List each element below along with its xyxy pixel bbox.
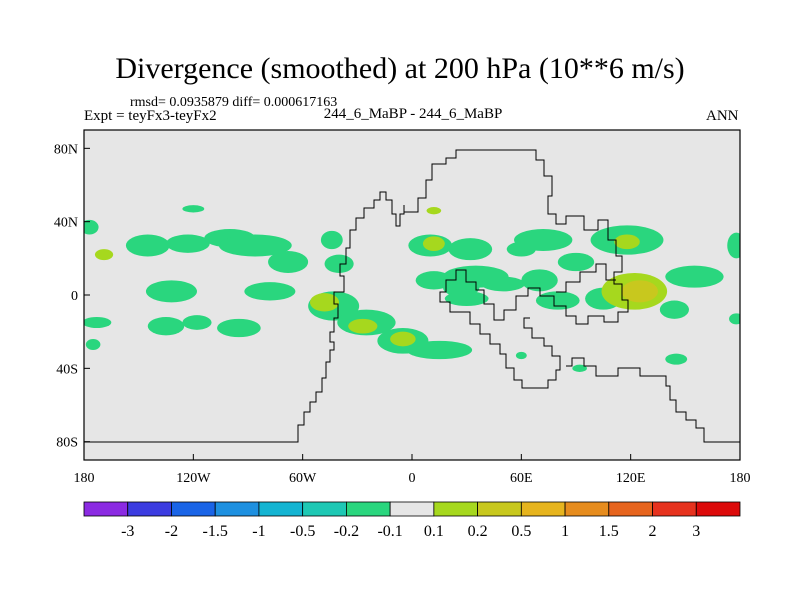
x-tick-label: 180: [74, 471, 95, 486]
colorbar-label: 2: [649, 523, 657, 540]
divergence-region: [218, 234, 292, 257]
divergence-region: [665, 265, 724, 288]
divergence-region: [557, 252, 595, 272]
continent-outline-antarctica: [566, 357, 740, 443]
colorbar-swatch: [389, 501, 435, 517]
divergence-region: [147, 317, 185, 336]
case-label: 244_6_MaBP - 244_6_MaBP: [323, 106, 503, 122]
colorbar-swatch: [345, 501, 391, 517]
divergence-region: [572, 364, 587, 373]
divergence-region: [514, 229, 573, 251]
x-tick-label: 180: [730, 471, 751, 486]
y-tick-label: 0: [71, 289, 78, 304]
divergence-region: [320, 230, 343, 250]
chart-title: Divergence (smoothed) at 200 hPa (10**6 …: [115, 52, 685, 85]
divergence-region: [448, 238, 493, 261]
x-tick-label: 120E: [616, 471, 646, 486]
divergence-region: [182, 315, 212, 330]
divergence-region: [406, 340, 473, 360]
colorbar-label: -1: [252, 523, 265, 540]
divergence-region: [521, 269, 558, 292]
divergence-region: [84, 219, 99, 235]
divergence-region: [481, 276, 525, 292]
colorbar-label: -0.1: [377, 523, 402, 540]
divergence-region: [665, 353, 688, 365]
colorbar-label: 1.5: [599, 523, 619, 540]
divergence-region: [444, 291, 489, 306]
divergence-region: [390, 331, 416, 347]
divergence-region: [422, 236, 445, 252]
experiment-label: Expt = teyFx3-teyFx2: [84, 108, 217, 124]
divergence-region: [348, 318, 378, 334]
divergence-region: [727, 232, 740, 259]
divergence-region: [166, 234, 210, 253]
colorbar-label: 1: [561, 523, 569, 540]
divergence-region: [535, 291, 580, 310]
colorbar-swatch: [127, 501, 172, 517]
continent-outline-eurasia-africa: [404, 149, 629, 389]
y-tick-label: 40N: [54, 216, 78, 231]
divergence-region: [85, 339, 101, 350]
divergence-region: [621, 280, 658, 303]
continent-outline-americas: [84, 191, 405, 443]
colorbar-label: -0.2: [334, 523, 359, 540]
divergence-region: [515, 351, 527, 360]
colorbar-swatch: [520, 501, 566, 517]
colorbar-swatch: [608, 501, 653, 517]
stats-label: rmsd= 0.0935879 diff= 0.000617163: [130, 95, 338, 110]
divergence-region: [84, 317, 112, 328]
season-label: ANN: [706, 108, 739, 124]
colorbar-label: -1.5: [203, 523, 228, 540]
y-tick-label: 40S: [56, 362, 78, 377]
divergence-region: [415, 271, 453, 290]
colorbar-label: -3: [121, 523, 134, 540]
colorbar-swatch: [83, 501, 129, 517]
y-tick-label: 80N: [54, 142, 78, 157]
divergence-region: [426, 207, 442, 215]
colorbar-swatch: [258, 501, 304, 517]
divergence-region: [614, 234, 640, 250]
colorbar-label: 3: [692, 523, 700, 540]
divergence-region: [182, 205, 205, 213]
colorbar-swatch: [302, 501, 347, 517]
divergence-region: [94, 249, 114, 261]
divergence-region: [309, 293, 340, 312]
divergence-region: [244, 282, 296, 301]
colorbar-swatch: [564, 501, 610, 517]
colorbar-swatch: [477, 501, 522, 517]
divergence-region: [125, 234, 170, 257]
divergence-region: [217, 318, 261, 338]
divergence-region: [145, 280, 197, 303]
y-tick-label: 80S: [56, 436, 78, 451]
divergence-region: [659, 300, 689, 319]
colorbar-swatch: [433, 501, 479, 517]
x-tick-label: 60E: [510, 471, 533, 486]
divergence-region: [268, 251, 309, 273]
colorbar-swatch: [695, 501, 741, 517]
colorbar-label: -0.5: [290, 523, 315, 540]
colorbar-label: -2: [165, 523, 178, 540]
divergence-region: [729, 313, 740, 325]
x-tick-label: 0: [409, 471, 416, 486]
colorbar-label: 0.2: [468, 523, 488, 540]
colorbar-swatch: [171, 501, 216, 517]
divergence-region: [324, 254, 354, 273]
colorbar-label: 0.5: [511, 523, 531, 540]
colorbar-swatch: [652, 501, 697, 517]
continent-outline-australia: [556, 263, 616, 293]
x-tick-label: 120W: [176, 471, 211, 486]
x-tick-label: 60W: [289, 471, 317, 486]
colorbar-label: 0.1: [424, 523, 444, 540]
colorbar-swatch: [214, 501, 260, 517]
